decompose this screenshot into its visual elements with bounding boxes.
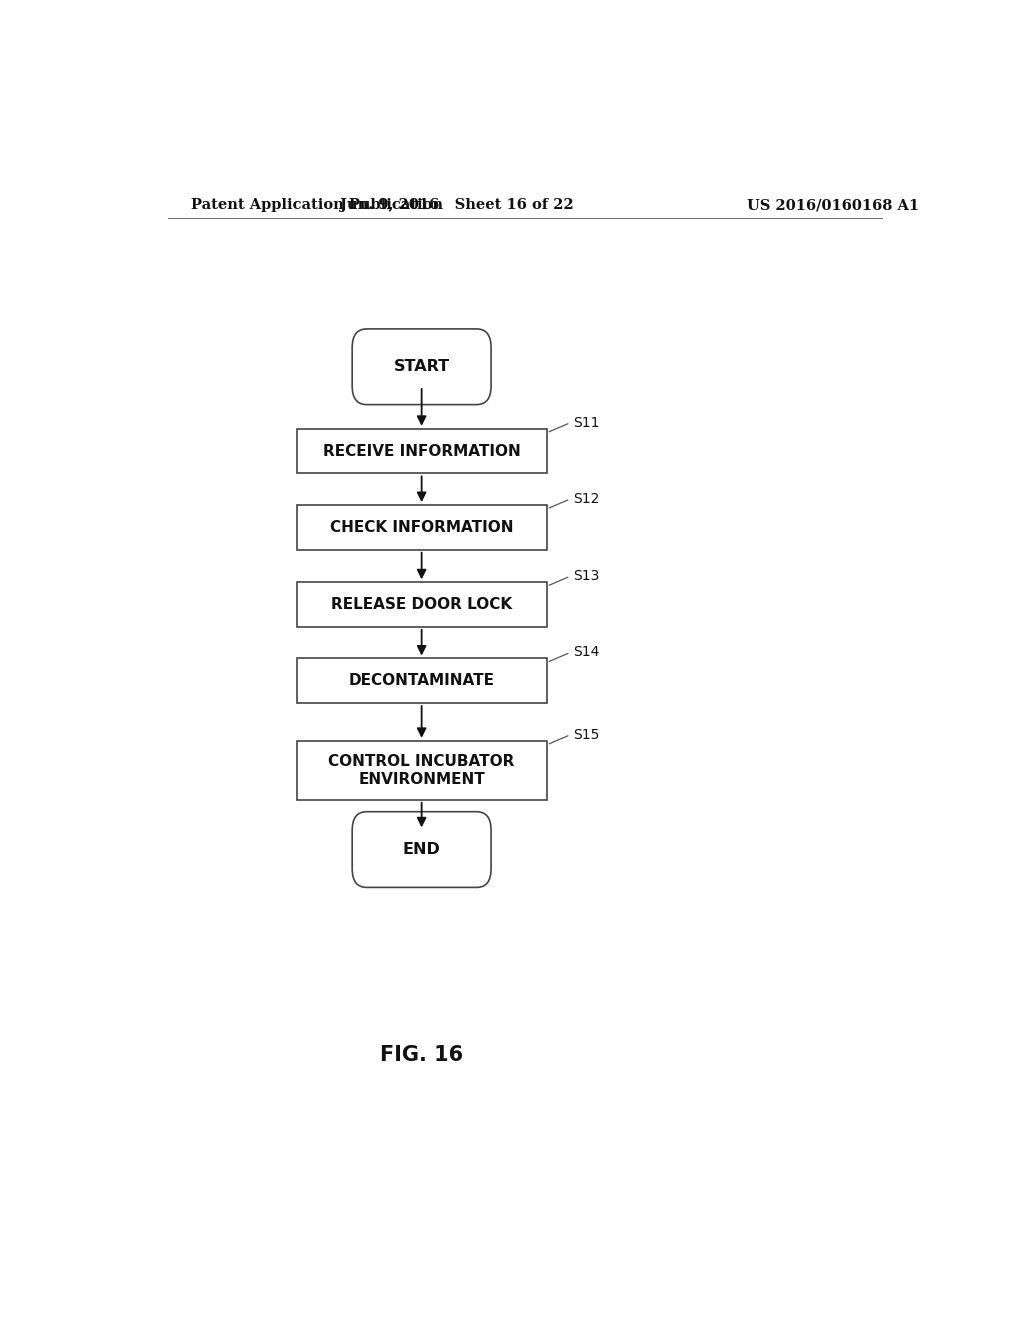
Bar: [297, 659, 547, 704]
Text: S12: S12: [573, 492, 600, 506]
Bar: [297, 506, 547, 549]
Text: S14: S14: [573, 645, 600, 660]
Text: CHECK INFORMATION: CHECK INFORMATION: [330, 520, 513, 535]
FancyBboxPatch shape: [352, 329, 492, 405]
Text: START: START: [393, 359, 450, 375]
Text: RELEASE DOOR LOCK: RELEASE DOOR LOCK: [331, 597, 512, 612]
Text: Patent Application Publication: Patent Application Publication: [191, 198, 443, 213]
Text: US 2016/0160168 A1: US 2016/0160168 A1: [748, 198, 920, 213]
Text: END: END: [402, 842, 440, 857]
Bar: [297, 429, 547, 474]
Text: RECEIVE INFORMATION: RECEIVE INFORMATION: [323, 444, 520, 458]
FancyBboxPatch shape: [352, 812, 492, 887]
Text: S13: S13: [573, 569, 600, 583]
Bar: [297, 582, 547, 627]
Text: DECONTAMINATE: DECONTAMINATE: [348, 673, 495, 688]
Text: Jun. 9, 2016   Sheet 16 of 22: Jun. 9, 2016 Sheet 16 of 22: [340, 198, 574, 213]
Text: CONTROL INCUBATOR
ENVIRONMENT: CONTROL INCUBATOR ENVIRONMENT: [329, 754, 515, 787]
Text: FIG. 16: FIG. 16: [380, 1045, 463, 1065]
Text: S11: S11: [573, 416, 600, 430]
Text: S15: S15: [573, 727, 600, 742]
Bar: [297, 741, 547, 800]
